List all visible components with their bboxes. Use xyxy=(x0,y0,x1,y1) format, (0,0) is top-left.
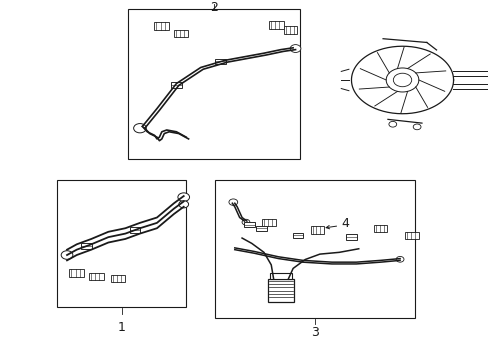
Circle shape xyxy=(133,123,146,133)
Text: 2: 2 xyxy=(210,1,218,14)
Bar xyxy=(154,22,169,30)
Text: 1: 1 xyxy=(118,321,125,334)
Bar xyxy=(215,180,414,318)
Bar xyxy=(269,273,291,279)
Bar xyxy=(284,26,297,33)
Bar xyxy=(346,234,356,240)
Circle shape xyxy=(228,199,237,205)
Circle shape xyxy=(242,219,249,225)
Bar xyxy=(69,269,84,277)
Circle shape xyxy=(178,193,189,202)
Bar xyxy=(174,30,188,37)
Circle shape xyxy=(61,251,73,259)
Bar xyxy=(171,82,182,88)
Bar xyxy=(256,226,266,231)
Bar xyxy=(262,219,275,226)
Circle shape xyxy=(412,124,420,130)
Bar xyxy=(81,243,92,249)
Bar xyxy=(310,226,324,234)
Bar xyxy=(127,9,300,158)
Bar xyxy=(405,232,418,239)
Text: 3: 3 xyxy=(310,327,318,339)
Bar xyxy=(268,21,283,28)
Circle shape xyxy=(386,68,418,92)
Bar xyxy=(111,275,124,282)
Circle shape xyxy=(395,256,403,262)
Circle shape xyxy=(388,121,396,127)
Circle shape xyxy=(289,45,300,53)
Bar xyxy=(88,273,103,280)
Text: 4: 4 xyxy=(341,217,349,230)
Circle shape xyxy=(392,73,411,87)
Bar xyxy=(57,180,186,307)
Bar xyxy=(267,279,294,302)
Circle shape xyxy=(179,201,188,208)
Bar xyxy=(373,225,386,232)
Bar xyxy=(129,227,140,233)
Bar xyxy=(214,59,225,64)
Bar xyxy=(292,233,303,238)
Bar xyxy=(244,222,254,227)
